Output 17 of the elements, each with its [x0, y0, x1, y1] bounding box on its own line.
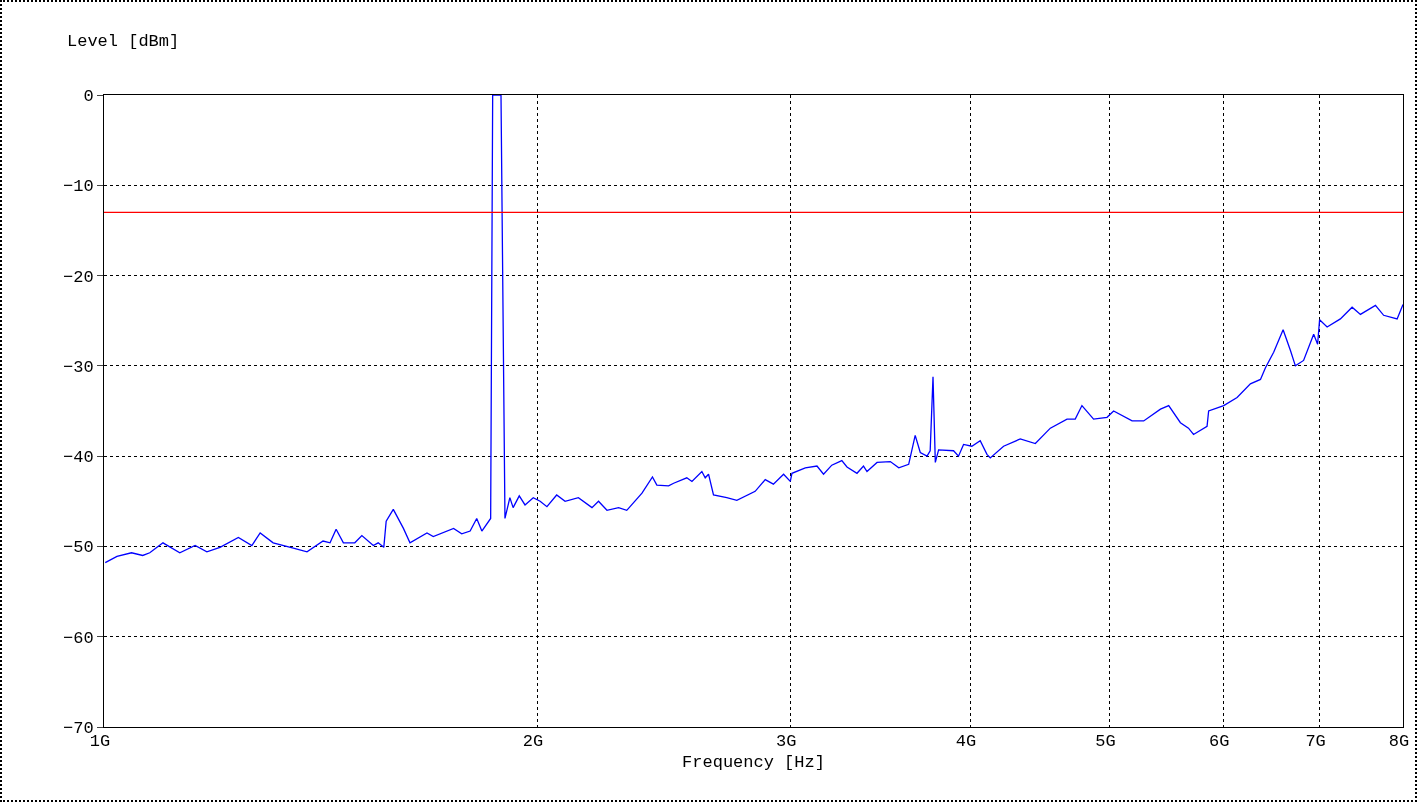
x-axis-title: Frequency [Hz] — [682, 752, 825, 772]
x-tick-label: 5G — [1095, 732, 1116, 752]
y-axis-title: Level [dBm] — [67, 32, 180, 51]
y-tick-label: 0 — [83, 86, 94, 106]
y-tick-label: −50 — [62, 538, 94, 558]
x-tick-label: 4G — [955, 732, 977, 752]
x-tick-label: 1G — [89, 732, 111, 752]
x-tick-label: 6G — [1209, 732, 1230, 752]
x-tick-label: 7G — [1305, 732, 1326, 752]
x-tick-label: 2G — [522, 732, 544, 752]
x-tick-label: 3G — [776, 732, 797, 752]
y-tick-label: −20 — [62, 267, 94, 287]
y-tick-label: −10 — [62, 177, 94, 197]
y-tick-label: −60 — [62, 628, 94, 648]
x-tick-label: 8G — [1388, 732, 1410, 752]
y-tick-label: −30 — [62, 357, 94, 377]
y-tick-label: −40 — [62, 448, 94, 468]
